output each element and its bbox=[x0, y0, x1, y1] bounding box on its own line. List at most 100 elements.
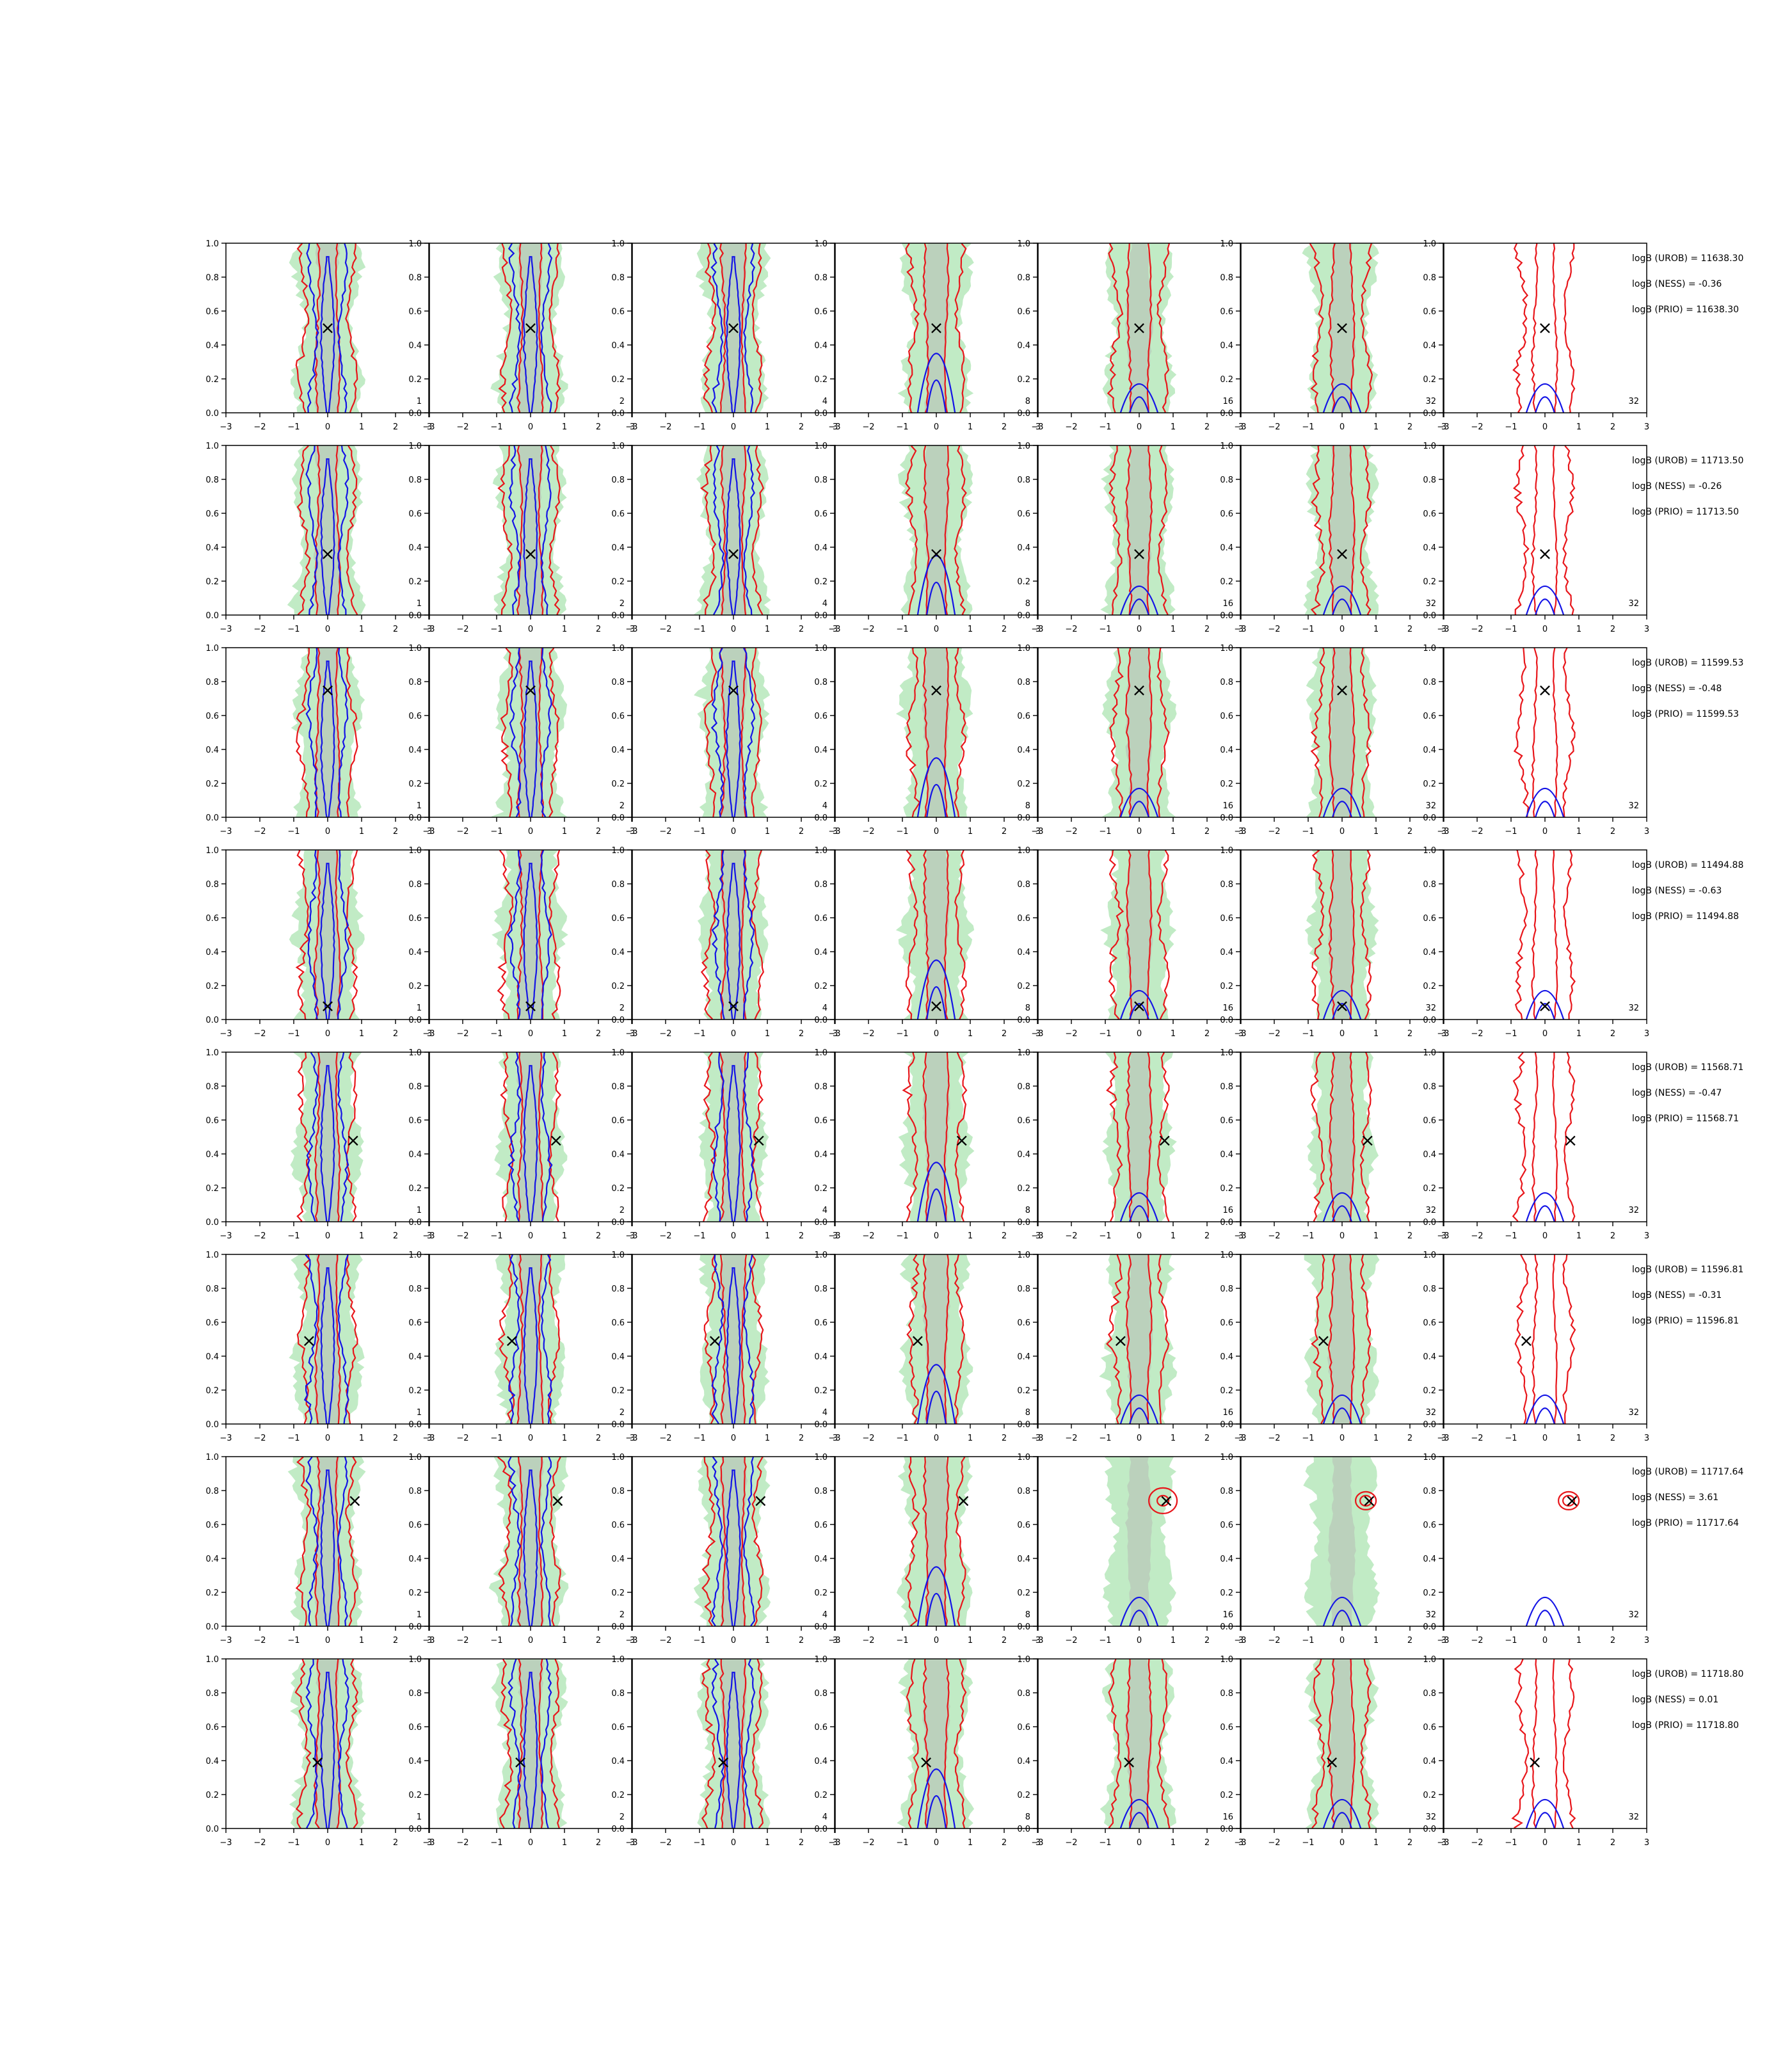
blue-contour-outer bbox=[1525, 1192, 1565, 1222]
x-tick-label: 3 bbox=[833, 1636, 838, 1645]
x-tick-label: 0 bbox=[325, 1636, 330, 1645]
x-tick-label: 3 bbox=[1036, 422, 1041, 432]
y-tick-label: 0.0 bbox=[1220, 1420, 1233, 1430]
y-tick-label: 1.0 bbox=[1017, 1655, 1030, 1665]
y-tick-label: 0.2 bbox=[814, 1588, 828, 1598]
panel-r6-c3: × −3 −2 −1 0 1 2 3 0.0 0.2 0.4 0.6 0.8 1.0 4 bbox=[611, 1251, 838, 1443]
plot-area bbox=[694, 445, 771, 615]
y-tick-label: 0.4 bbox=[408, 1757, 422, 1766]
logb-annotation: logB (NESS) = 0.01 bbox=[1632, 1695, 1718, 1705]
panel-r4-c1: × −3 −2 −1 0 1 2 3 0.0 0.2 0.4 0.6 0.8 1.0 1 bbox=[205, 846, 432, 1039]
blue-contour-inner bbox=[1129, 1812, 1149, 1828]
x-tick-label: −3 bbox=[1031, 422, 1043, 432]
panel-label: 32 bbox=[1628, 1206, 1639, 1215]
y-tick-label: 0.8 bbox=[1220, 1487, 1233, 1496]
blue-contour-outer bbox=[305, 445, 349, 615]
red-contour-outer bbox=[906, 1659, 967, 1828]
x-tick-label: −2 bbox=[1268, 422, 1280, 432]
panel-label: 32 bbox=[1628, 397, 1639, 406]
y-tick-label: 0.8 bbox=[814, 880, 828, 890]
x-tick-label: 0 bbox=[528, 1838, 533, 1848]
blue-contour-inner bbox=[1332, 1407, 1352, 1424]
blue-contour-outer bbox=[305, 648, 349, 817]
blue-contour-outer bbox=[916, 757, 956, 817]
y-tick-label: 0.0 bbox=[814, 1218, 828, 1228]
y-tick-label: 0.0 bbox=[1423, 409, 1436, 419]
x-tick-label: 2 bbox=[1610, 422, 1615, 432]
y-tick-label: 0.4 bbox=[1220, 1150, 1233, 1160]
y-tick-label: 0.2 bbox=[408, 375, 422, 385]
true-value-marker: × bbox=[548, 1130, 563, 1151]
x-tick-label: −2 bbox=[1471, 1434, 1483, 1443]
x-tick-label: −1 bbox=[1302, 1838, 1314, 1848]
x-tick-label: 3 bbox=[1441, 1434, 1446, 1443]
axes-frame bbox=[1443, 647, 1647, 818]
plot-area bbox=[289, 850, 365, 1020]
x-tick-label: 1 bbox=[1576, 422, 1581, 432]
x-tick-label: 2 bbox=[1610, 1636, 1615, 1645]
true-value-marker: × bbox=[954, 1130, 969, 1151]
red-contour-mode-inner bbox=[1156, 1494, 1170, 1507]
y-tick-label: 0.6 bbox=[408, 1723, 422, 1732]
x-tick-label: −3 bbox=[422, 1838, 435, 1848]
y-tick-label: 0.0 bbox=[408, 611, 422, 621]
x-tick-label: 1 bbox=[1373, 1434, 1379, 1443]
x-tick-label: 0 bbox=[1542, 625, 1548, 634]
true-value-marker: × bbox=[320, 995, 335, 1016]
y-tick-label: 0.4 bbox=[1423, 1757, 1436, 1766]
x-tick-label: 1 bbox=[968, 827, 973, 836]
y-tick-label: 0.0 bbox=[205, 1016, 219, 1025]
y-tick-label: 0.4 bbox=[611, 1555, 625, 1564]
y-tick-label: 1.0 bbox=[814, 1453, 828, 1462]
y-tick-label: 0.8 bbox=[1017, 476, 1030, 485]
true-value-marker: × bbox=[1159, 1490, 1174, 1511]
x-tick-label: 2 bbox=[799, 1636, 804, 1645]
x-tick-label: 0 bbox=[1137, 1838, 1142, 1848]
y-tick-label: 0.2 bbox=[408, 982, 422, 991]
x-tick-label: 0 bbox=[325, 1029, 330, 1039]
x-tick-label: 2 bbox=[1407, 1636, 1412, 1645]
red-contour-outer bbox=[1311, 850, 1372, 1020]
y-tick-label: 1.0 bbox=[814, 239, 828, 249]
blue-contour-inner bbox=[522, 458, 538, 615]
red-contour-inner bbox=[720, 1457, 747, 1626]
blue-contour-outer bbox=[1322, 788, 1362, 817]
blue-contour-inner bbox=[725, 458, 741, 615]
x-tick-label: 0 bbox=[934, 1838, 939, 1848]
panel-label: 32 bbox=[1628, 1610, 1639, 1620]
plot-area bbox=[1304, 1254, 1380, 1424]
x-tick-label: 1 bbox=[1373, 1029, 1379, 1039]
y-tick-label: 0.4 bbox=[1220, 341, 1233, 351]
panel-r4-c3: × −3 −2 −1 0 1 2 3 0.0 0.2 0.4 0.6 0.8 1.0 4 bbox=[611, 846, 838, 1039]
x-tick-label: 2 bbox=[1610, 625, 1615, 634]
red-contour-inner bbox=[922, 1254, 950, 1424]
x-tick-label: −2 bbox=[1065, 827, 1077, 836]
y-tick-label: 0.8 bbox=[1017, 880, 1030, 890]
red-contour-outer bbox=[1108, 850, 1170, 1020]
y-tick-label: 0.2 bbox=[1423, 1588, 1436, 1598]
x-tick-label: −3 bbox=[1437, 827, 1449, 836]
x-tick-label: 3 bbox=[630, 625, 635, 634]
x-tick-label: 3 bbox=[833, 1029, 838, 1039]
panel-label: 1 bbox=[417, 1004, 422, 1013]
panel-label: 32 bbox=[1628, 1004, 1639, 1013]
x-tick-label: −2 bbox=[456, 1636, 468, 1645]
x-tick-label: −3 bbox=[220, 422, 232, 432]
x-tick-label: 1 bbox=[562, 1838, 567, 1848]
red-contour-inner bbox=[1531, 648, 1558, 817]
true-value-marker: × bbox=[513, 1752, 527, 1773]
y-tick-label: 1.0 bbox=[205, 644, 219, 653]
y-tick-label: 0.2 bbox=[408, 1588, 422, 1598]
blue-contour-outer bbox=[1119, 1395, 1159, 1424]
density-fill-inner bbox=[922, 243, 950, 413]
x-tick-label: 3 bbox=[833, 1838, 838, 1848]
x-tick-label: −3 bbox=[828, 1231, 840, 1241]
y-tick-label: 0.0 bbox=[814, 409, 828, 419]
x-tick-label: 1 bbox=[1576, 827, 1581, 836]
panel-label: 4 bbox=[822, 1610, 828, 1620]
density-fill-inner bbox=[313, 648, 342, 817]
red-contour-outer bbox=[902, 1052, 968, 1222]
red-contour-outer bbox=[295, 243, 358, 413]
panel-r8-c4: × −3 −2 −1 0 1 2 3 0.0 0.2 0.4 0.6 0.8 1.0 8 bbox=[814, 1655, 1041, 1848]
density-fill-inner bbox=[1327, 850, 1356, 1020]
